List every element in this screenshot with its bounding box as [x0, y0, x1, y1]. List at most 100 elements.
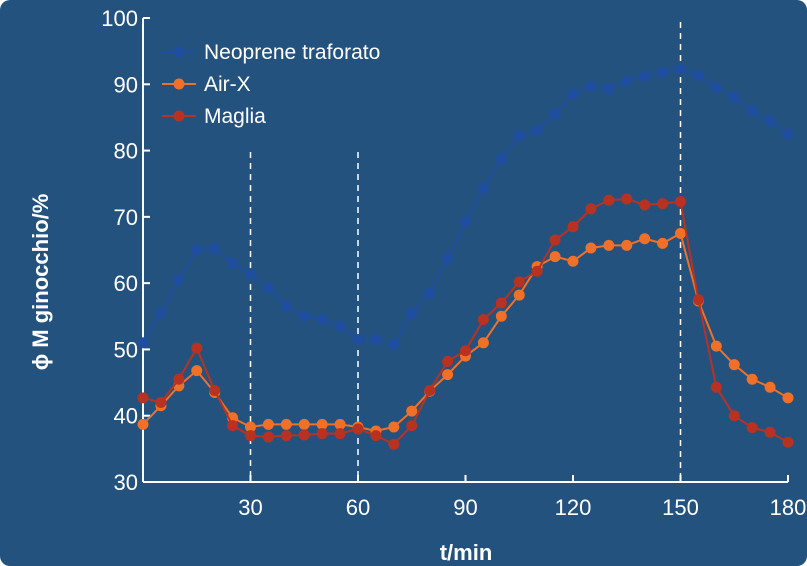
data-point: [280, 418, 292, 430]
y-tick-label-80: 80: [114, 139, 138, 164]
data-point: [495, 153, 507, 165]
y-tick-label-50: 50: [114, 337, 138, 362]
data-point: [639, 199, 651, 211]
data-point: [639, 233, 651, 245]
data-point: [621, 239, 633, 251]
data-point: [442, 253, 454, 265]
data-point: [155, 307, 167, 319]
data-point: [406, 307, 418, 319]
legend-marker-0: [173, 46, 185, 58]
data-point: [728, 359, 740, 371]
data-point: [316, 428, 328, 440]
data-point: [262, 418, 274, 430]
data-point: [513, 276, 525, 288]
data-point: [513, 130, 525, 142]
data-point: [692, 294, 704, 306]
x-tick-label-30: 30: [238, 495, 262, 520]
data-point: [531, 265, 543, 277]
data-point: [442, 369, 454, 381]
data-point: [585, 80, 597, 92]
series-2: [137, 193, 794, 450]
data-point: [209, 243, 221, 255]
axes: 30 40 50 60 70 80 90 100 30 60 90 120 150 180: [101, 6, 806, 520]
x-tick-label-120: 120: [555, 495, 592, 520]
y-tick-label-100: 100: [101, 6, 138, 31]
y-tick-label-40: 40: [114, 404, 138, 429]
data-point: [191, 244, 203, 256]
data-point: [477, 314, 489, 326]
data-point: [245, 269, 256, 281]
data-point: [657, 198, 669, 210]
data-point: [280, 430, 292, 442]
x-tick-label-150: 150: [662, 495, 699, 520]
data-point: [155, 396, 167, 408]
data-point: [621, 193, 633, 205]
data-point: [710, 82, 722, 94]
series-line-2: [142, 197, 789, 446]
data-point: [603, 194, 615, 206]
data-point: [298, 429, 310, 441]
data-point: [675, 63, 686, 75]
data-point: [442, 355, 454, 367]
y-tick-label-70: 70: [114, 205, 138, 230]
data-point: [567, 88, 579, 100]
data-point: [298, 310, 310, 322]
data-point: [173, 373, 185, 385]
data-point: [460, 216, 471, 228]
data-point: [710, 340, 722, 352]
data-point: [406, 420, 418, 432]
data-point: [603, 83, 615, 95]
data-point: [137, 418, 149, 430]
data-point: [424, 287, 436, 299]
y-tick-label-60: 60: [114, 271, 138, 296]
data-point: [657, 66, 669, 78]
data-point: [316, 418, 328, 430]
data-point: [316, 314, 328, 326]
data-point: [280, 300, 292, 312]
data-point: [334, 428, 346, 440]
data-point: [603, 239, 615, 251]
x-axis-label: t/min: [440, 540, 493, 565]
data-point: [585, 203, 597, 215]
data-point: [746, 373, 758, 385]
x-tick-label-90: 90: [453, 495, 477, 520]
reference-lines: [249, 22, 682, 482]
data-point: [764, 381, 776, 393]
legend-label-0: Neoprene traforato: [204, 41, 380, 64]
data-point: [549, 251, 561, 263]
data-point: [334, 418, 346, 430]
data-point: [477, 182, 489, 194]
data-point: [334, 320, 346, 332]
y-tick-label-90: 90: [114, 72, 138, 97]
data-point: [782, 128, 794, 140]
data-point: [137, 392, 149, 404]
data-point: [567, 221, 579, 233]
data-point: [621, 75, 633, 87]
legend: Neoprene traforato Air-X Maglia: [162, 41, 380, 128]
data-point: [495, 297, 507, 309]
data-point: [675, 227, 686, 239]
data-point: [782, 392, 794, 404]
series-group: [137, 63, 794, 450]
data-point: [370, 333, 382, 345]
data-point: [728, 92, 740, 104]
x-tick-label-180: 180: [770, 495, 807, 520]
data-point: [495, 310, 507, 322]
data-point: [227, 420, 239, 432]
data-point: [764, 115, 776, 127]
legend-marker-1: [173, 78, 185, 90]
x-tick-label-60: 60: [346, 495, 370, 520]
series-0: [137, 63, 794, 351]
data-point: [406, 405, 418, 417]
data-point: [262, 282, 274, 294]
data-point: [549, 108, 561, 120]
data-point: [746, 422, 758, 434]
data-point: [352, 333, 364, 345]
data-point: [549, 234, 561, 246]
data-point: [227, 257, 239, 269]
data-point: [191, 365, 203, 377]
data-point: [710, 381, 722, 393]
data-point: [657, 237, 669, 249]
data-point: [370, 430, 382, 442]
data-point: [764, 426, 776, 438]
